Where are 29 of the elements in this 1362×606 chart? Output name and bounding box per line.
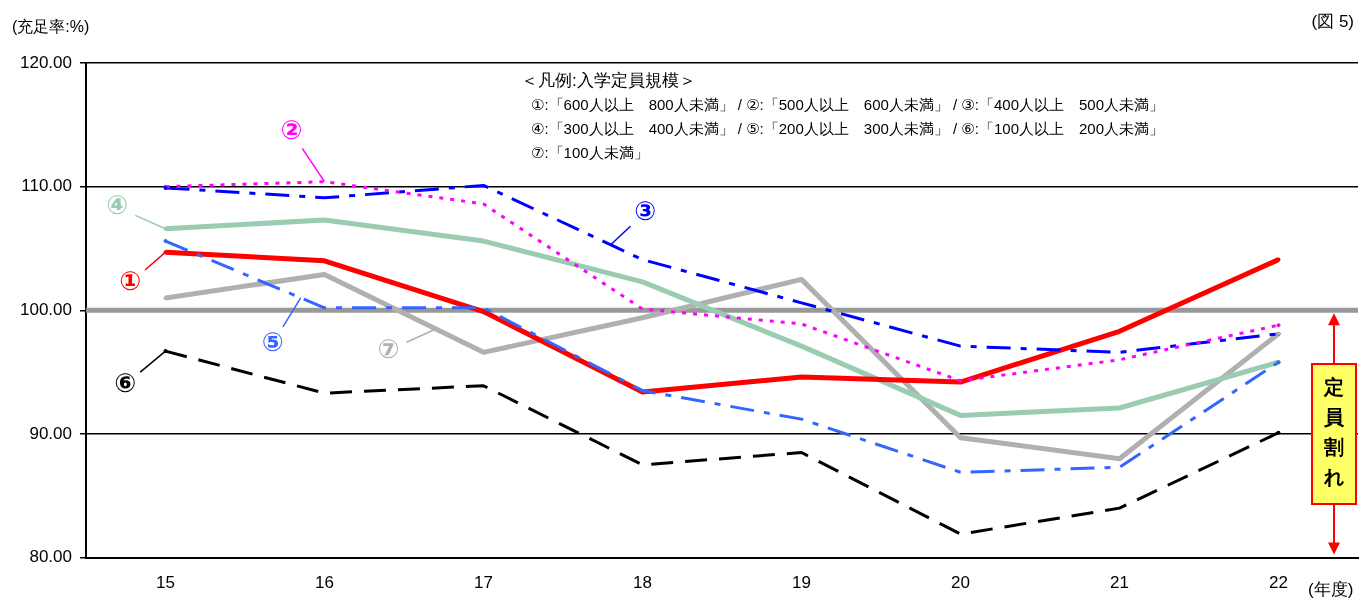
x-tick-label: 15 [156, 573, 175, 593]
x-tick-label: 17 [474, 573, 493, 593]
y-tick-label: 120.00 [20, 52, 72, 72]
annotation: ④:「300人以上 400人未満」 / ⑤:「200人以上 300人未満」 / ⑥:「100人以上 200人未満」 [531, 120, 1165, 138]
y-tick-label: 110.00 [21, 176, 72, 196]
series-label: ④ [106, 190, 129, 221]
x-tick-label: 18 [633, 573, 652, 593]
text: (図 5) [1311, 11, 1354, 31]
x-tick-label: 19 [792, 573, 811, 593]
x-axis-title: (年度) [1308, 580, 1354, 600]
legend-label: ⑥ [113, 368, 136, 399]
x-tick-label: 22 [1269, 573, 1288, 593]
series-label: ③ [634, 195, 657, 226]
y-tick-label: 100.00 [20, 299, 72, 319]
annotation: ①:「600人以上 800人未満」 / ②:「500人以上 600人未満」 / ③:「400人以上 500人未満」 [531, 96, 1165, 114]
annotation: ⑦:「100人未満」 [531, 144, 649, 162]
y-axis-title: (充足率:%) [12, 18, 90, 36]
legend-label: ① [118, 266, 141, 297]
series-label: ② [280, 114, 303, 145]
annotation: 定員割れ [1323, 376, 1345, 489]
legend-label: ⑦ [377, 333, 400, 364]
y-tick-label: 90.00 [29, 423, 72, 443]
x-tick-label: 16 [315, 573, 334, 593]
legend-label: ⑤ [261, 327, 284, 358]
x-tick-label: 21 [1110, 573, 1129, 593]
x-tick-label: 20 [951, 573, 970, 593]
legend-title: ＜凡例:入学定員規模＞ [521, 70, 696, 90]
line-series [164, 239, 1280, 474]
y-tick-label: 80.00 [29, 547, 72, 567]
